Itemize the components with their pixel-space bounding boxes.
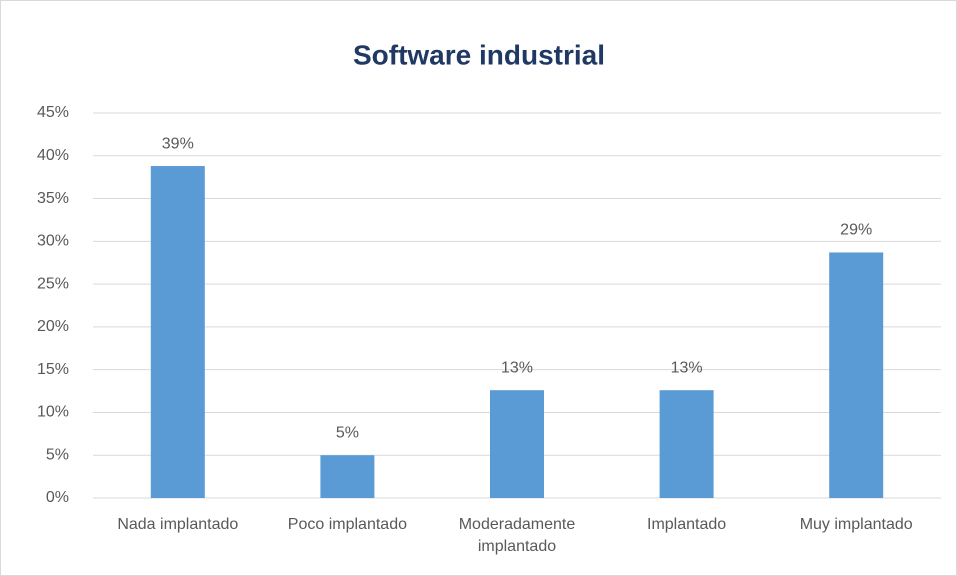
bar: [490, 390, 544, 498]
x-tick-label: Poco implantado: [287, 516, 407, 533]
y-tick-label: 30%: [37, 233, 69, 250]
x-tick-label: Moderadamente implantado: [458, 516, 576, 555]
bar: [150, 166, 205, 499]
data-label: 13%: [671, 359, 703, 376]
chart-title: Software industrial: [353, 39, 605, 70]
y-tick-label: 20%: [37, 318, 69, 335]
data-label: 5%: [336, 424, 359, 441]
data-label: 29%: [840, 222, 872, 239]
x-tick-label: Muy implantado: [799, 516, 913, 533]
bar: [829, 252, 884, 498]
y-tick-label: 40%: [37, 147, 69, 164]
x-tick-label: Nada implantado: [117, 516, 239, 533]
y-tick-label: 45%: [37, 104, 69, 121]
bar: [659, 390, 714, 498]
y-tick-label: 5%: [46, 446, 69, 463]
y-tick-label: 25%: [37, 275, 69, 292]
y-tick-label: 10%: [37, 404, 69, 421]
bar: [320, 455, 375, 498]
data-label: 13%: [501, 359, 533, 376]
data-label: 39%: [162, 135, 194, 152]
y-tick-label: 35%: [37, 190, 69, 207]
y-tick-label: 15%: [37, 361, 69, 378]
y-tick-label: 0%: [46, 489, 69, 506]
x-tick-label: Implantado: [647, 516, 727, 533]
